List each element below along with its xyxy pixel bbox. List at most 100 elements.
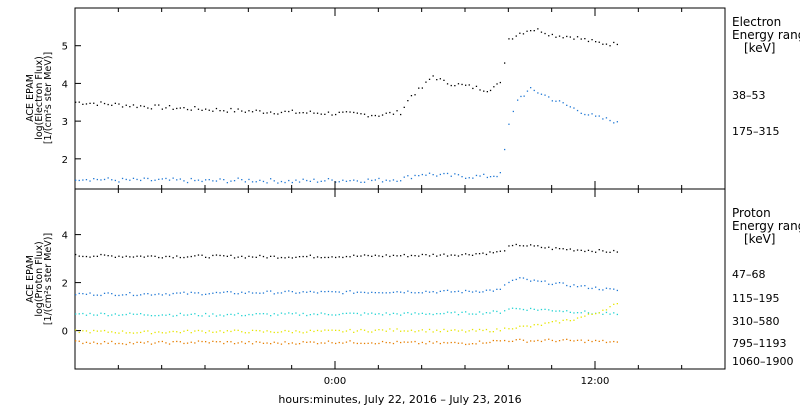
data-point [555, 310, 557, 312]
data-point [78, 331, 80, 334]
data-point [471, 328, 474, 331]
data-point [255, 341, 257, 343]
data-point [392, 179, 395, 181]
data-point [522, 325, 525, 327]
proton-legend-310-580: 310–580 [732, 315, 780, 328]
data-point [418, 313, 420, 315]
data-point [150, 343, 153, 345]
data-point [410, 291, 413, 294]
data-point [400, 314, 402, 316]
data-point [511, 328, 514, 330]
data-point [407, 256, 409, 258]
data-point [161, 340, 163, 343]
data-point [93, 102, 95, 104]
data-point [255, 329, 257, 332]
data-point [530, 280, 532, 282]
data-point [291, 342, 293, 344]
electron-y-label: ACE EPAM log(Electron Flux) [1/(cm²s ste… [25, 52, 54, 144]
data-point [461, 329, 463, 331]
data-point [598, 41, 600, 43]
data-point [492, 290, 494, 292]
data-point [284, 181, 286, 184]
data-point [154, 293, 156, 296]
data-point [85, 255, 88, 258]
data-point [75, 179, 77, 181]
data-point [421, 312, 423, 314]
data-point [140, 105, 142, 107]
data-point [266, 330, 268, 332]
data-point [244, 314, 246, 317]
data-point [591, 250, 593, 253]
data-point [566, 310, 568, 312]
data-point [446, 289, 449, 291]
data-point [241, 179, 243, 181]
data-point [522, 308, 525, 311]
data-point [367, 254, 369, 257]
data-point [306, 179, 308, 182]
data-point [302, 112, 304, 114]
data-point [407, 100, 409, 102]
data-point [223, 110, 225, 112]
data-point [345, 341, 348, 343]
data-point [533, 308, 535, 310]
data-point [454, 173, 456, 175]
data-point [100, 294, 102, 297]
data-point [100, 312, 102, 314]
data-point [215, 341, 218, 343]
data-point [212, 313, 214, 315]
data-point [172, 257, 174, 259]
data-point [150, 315, 153, 317]
data-point [407, 341, 409, 343]
data-point [85, 293, 88, 295]
data-point [140, 331, 142, 334]
data-point [436, 292, 438, 294]
data-point [360, 314, 362, 316]
data-point [457, 314, 460, 316]
data-point [515, 243, 517, 246]
data-point [342, 293, 344, 295]
data-point [533, 245, 535, 247]
data-point [432, 174, 434, 176]
data-point [616, 341, 618, 343]
data-point [241, 255, 243, 257]
data-point [523, 95, 525, 97]
data-point [302, 178, 304, 180]
data-point [446, 342, 449, 344]
data-point [248, 178, 250, 181]
data-point [103, 292, 106, 294]
y-tick-label: 2 [62, 279, 68, 290]
data-point [121, 343, 124, 345]
data-point [111, 255, 113, 257]
data-point [414, 174, 416, 177]
data-point [421, 173, 423, 176]
data-point [270, 331, 272, 333]
data-point [316, 313, 319, 316]
data-point [537, 323, 539, 326]
data-point [255, 292, 257, 294]
data-point [241, 291, 243, 293]
data-point [598, 249, 600, 251]
data-point [165, 255, 167, 258]
data-point [576, 286, 579, 288]
data-point [233, 111, 236, 113]
data-point [468, 84, 470, 86]
data-point [190, 341, 192, 343]
data-point [208, 109, 210, 111]
data-point [432, 313, 434, 316]
data-point [295, 343, 297, 345]
data-point [179, 292, 181, 294]
data-point [114, 179, 116, 182]
data-point [367, 178, 369, 180]
data-point [363, 291, 366, 294]
data-point [562, 248, 564, 250]
data-point [241, 110, 243, 112]
data-point [616, 313, 618, 316]
data-point [121, 314, 124, 316]
data-point [154, 342, 156, 344]
data-point [450, 341, 452, 344]
data-point [425, 81, 427, 83]
data-point [432, 75, 434, 77]
data-point [190, 313, 192, 315]
data-point [266, 112, 268, 114]
data-point [158, 256, 160, 259]
